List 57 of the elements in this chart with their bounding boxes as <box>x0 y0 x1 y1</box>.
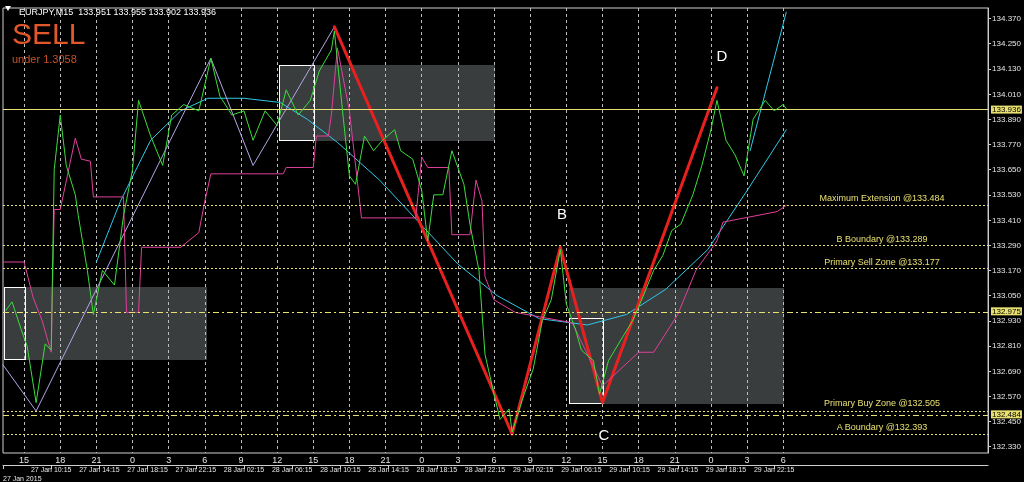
y-tick-label: 133.170 <box>992 265 1022 275</box>
x2-tick-label: 21 <box>91 454 102 465</box>
x2-tick-label: 0 <box>419 454 425 465</box>
ref-line-label: Primary Buy Zone @132.505 <box>823 398 941 409</box>
y-tick-label: 132.570 <box>992 391 1022 401</box>
y-tick-label: 134.010 <box>992 89 1022 99</box>
y-tick-label: 132.690 <box>992 366 1022 376</box>
y-tick-label: 133.770 <box>992 139 1022 149</box>
y-tick-label: 133.650 <box>992 165 1022 175</box>
ref-line-label: Maximum Extension @133.484 <box>819 192 945 203</box>
x2-tick-label: 3 <box>166 454 172 465</box>
x2-tick-label: 21 <box>380 454 391 465</box>
y-tick-label: 132.810 <box>992 341 1022 351</box>
x2-tick-label: 18 <box>633 454 644 465</box>
x2-tick-label: 15 <box>308 454 319 465</box>
line-series <box>95 97 787 326</box>
y-tick-label: 133.050 <box>992 291 1022 301</box>
y-tick-label: 134.130 <box>992 64 1022 74</box>
x2-tick-label: 0 <box>130 454 136 465</box>
y-tick-label: 132.330 <box>992 442 1022 452</box>
y-tick-label: 133.890 <box>992 114 1022 124</box>
x2-tick-label: 6 <box>202 454 208 465</box>
y-tick-label: 133.410 <box>992 215 1022 225</box>
annotation: B <box>556 205 568 222</box>
x2-tick-label: 15 <box>597 454 608 465</box>
line-series <box>2 26 335 412</box>
x2-tick-label: 3 <box>744 454 750 465</box>
line-series <box>2 47 787 387</box>
y-tick-label: 132.930 <box>992 316 1022 326</box>
ref-line-label: 132.975 <box>992 306 1022 316</box>
annotation: SELL <box>12 16 86 50</box>
y-tick-label: 133.290 <box>992 240 1022 250</box>
x2-tick-label: 6 <box>491 454 497 465</box>
x2-tick-label: 21 <box>669 454 680 465</box>
chart-title: EURJPY,M15 133.951 133.955 133.902 133.936 <box>19 6 216 17</box>
y-tick-label: 134.250 <box>992 39 1022 49</box>
y-tick-label: 133.530 <box>992 190 1022 200</box>
x2-tick-label: 6 <box>780 454 786 465</box>
annotation: D <box>716 47 728 64</box>
x2-tick-label: 9 <box>527 454 533 465</box>
x2-tick-label: 18 <box>344 454 355 465</box>
y-tick-label: 134.370 <box>992 14 1022 23</box>
y-tick-label: 132.450 <box>992 417 1022 427</box>
annotation: under 1.3058 <box>12 52 77 65</box>
x2-tick-label: 18 <box>55 454 66 465</box>
ref-line-label: Primary Sell Zone @133.177 <box>824 257 940 268</box>
x2-tick-label: 12 <box>272 454 283 465</box>
annotation: C <box>598 426 610 443</box>
ref-line-label: 132.484 <box>992 409 1022 419</box>
x2-tick-label: 0 <box>708 454 714 465</box>
ref-line-label: 133.936 <box>992 105 1022 115</box>
x2-tick-label: 15 <box>19 454 30 465</box>
x2-tick-label: 9 <box>238 454 244 465</box>
x2-tick-label: 3 <box>455 454 461 465</box>
ref-line-label: A Boundary @132.393 <box>836 421 928 432</box>
x2-tick-label: 12 <box>561 454 572 465</box>
ref-line-label: B Boundary @133.289 <box>836 233 928 244</box>
